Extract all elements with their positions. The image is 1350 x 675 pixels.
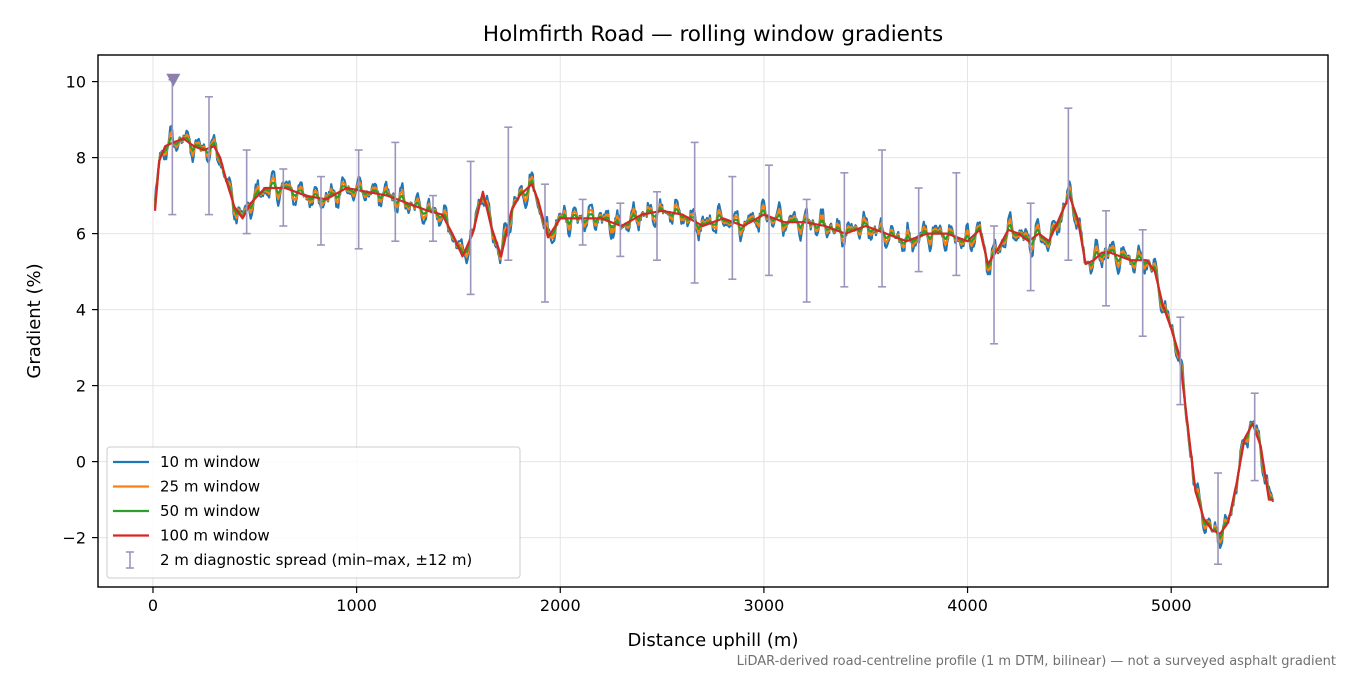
legend-label: 25 m window <box>160 478 260 496</box>
error-bar <box>466 160 475 296</box>
y-tick-label: 2 <box>76 377 86 396</box>
error-bar <box>728 175 737 281</box>
error-bar <box>242 149 251 235</box>
y-tick-label: 6 <box>76 225 86 244</box>
x-tick-label: 1000 <box>336 596 377 615</box>
error-bar <box>578 198 587 246</box>
error-bar <box>990 225 999 345</box>
legend-errorbar-swatch <box>126 551 134 569</box>
error-bar <box>690 141 699 284</box>
error-bar <box>878 149 887 288</box>
error-bar <box>840 172 849 288</box>
error-bar <box>391 141 400 242</box>
x-axis: 0 1000 2000 3000 4000 5000 <box>148 587 1192 615</box>
error-bar <box>1176 316 1185 406</box>
series-line <box>153 137 1274 535</box>
y-tick-label: 0 <box>76 453 86 472</box>
legend-label: 2 m diagnostic spread (min–max, ±12 m) <box>160 551 472 569</box>
x-tick-label: 5000 <box>1151 596 1192 615</box>
error-bar <box>914 187 923 273</box>
error-bar <box>1138 229 1147 338</box>
legend: 10 m window 25 m window 50 m window 100 m w… <box>106 446 521 579</box>
y-tick-label: 10 <box>66 73 86 92</box>
x-tick-label: 3000 <box>744 596 785 615</box>
error-bar <box>1064 107 1073 262</box>
legend-label: 100 m window <box>160 527 270 545</box>
legend-box <box>106 446 521 579</box>
x-axis-title: Distance uphill (m) <box>628 630 799 651</box>
y-axis: −2 0 2 4 6 8 10 <box>62 73 98 548</box>
y-tick-label: 4 <box>76 301 86 320</box>
error-bar <box>765 164 774 277</box>
error-bar <box>428 194 437 242</box>
error-bar <box>1214 472 1223 566</box>
footnote: LiDAR-derived road-centreline profile (1… <box>737 654 1336 669</box>
chart-title: Holmfirth Road — rolling window gradient… <box>483 22 943 47</box>
x-tick-label: 0 <box>148 596 158 615</box>
error-bar <box>952 172 961 277</box>
errorbar-layer <box>168 78 1259 566</box>
y-tick-label: 8 <box>76 149 86 168</box>
marker-layer <box>166 73 181 87</box>
error-bar <box>616 202 625 258</box>
error-bar <box>204 96 213 216</box>
x-tick-label: 4000 <box>947 596 988 615</box>
error-bar <box>1026 202 1035 292</box>
series-layer <box>153 125 1275 549</box>
error-bar <box>1250 392 1259 482</box>
error-bar <box>354 149 363 250</box>
error-bar <box>802 198 811 303</box>
error-bar <box>279 168 288 227</box>
y-axis-title: Gradient (%) <box>24 263 45 378</box>
legend-label: 50 m window <box>160 502 260 520</box>
y-tick-label: −2 <box>62 529 86 548</box>
error-bar <box>652 191 661 262</box>
plot-frame <box>97 54 1329 588</box>
error-bar <box>1102 210 1111 307</box>
error-bar <box>504 126 513 262</box>
legend-label: 10 m window <box>160 453 260 471</box>
error-bar <box>316 175 325 246</box>
peak-marker <box>166 73 181 87</box>
x-tick-label: 2000 <box>540 596 581 615</box>
error-bar <box>540 183 549 303</box>
